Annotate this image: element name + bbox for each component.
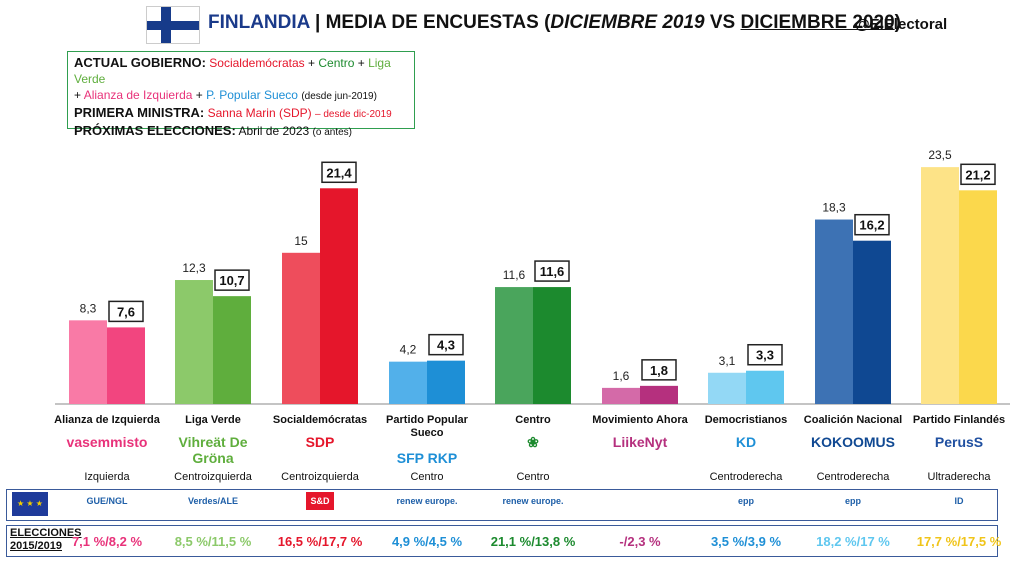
bar-2020-1 — [213, 296, 251, 404]
page-title: FINLANDIA | MEDIA DE ENCUESTAS (DICIEMBR… — [208, 12, 901, 33]
ideology-label-1: Centroizquierda — [174, 471, 252, 483]
author-handle: @ElElectoral — [855, 16, 948, 33]
bar-2019-4 — [495, 287, 533, 404]
label-2020-8: 21,2 — [965, 167, 990, 182]
label-box-2020-0 — [108, 300, 144, 323]
label-2019-2: 15 — [294, 234, 308, 248]
label-2020-4: 11,6 — [540, 264, 565, 279]
eu-group-8: ID — [954, 496, 964, 506]
party-logo-5: LiikeNyt — [612, 434, 668, 450]
election-result-8: 17,7 %/17,5 % — [916, 534, 1002, 549]
election-result-1: 8,5 %/11,5 % — [174, 534, 252, 549]
elections-label: ELECCIONES 2015/2019 — [10, 527, 82, 552]
label-2019-8: 23,5 — [928, 148, 952, 162]
bar-2019-1 — [175, 280, 213, 404]
label-2020-5: 1,8 — [650, 363, 668, 378]
eu-group-3: renew europe. — [396, 496, 458, 506]
ideology-label-7: Centroderecha — [816, 471, 890, 483]
bar-2019-6 — [708, 372, 746, 404]
government-info-box: ACTUAL GOBIERNO: Socialdemócratas + Cent… — [67, 51, 415, 138]
poll-bar-chart: 8,3 7,6 12,3 10,7 15 21,4 4,2 4,3 11,6 11,6 1,6 1,8… — [55, 148, 1010, 405]
eu-group-7: epp — [844, 496, 861, 506]
label-2020-1: 10,7 — [219, 273, 244, 288]
bar-2020-5 — [640, 385, 678, 404]
label-2019-6: 3,1 — [719, 354, 736, 368]
category-label-1: Liga Verde — [185, 414, 241, 426]
bar-2019-5 — [602, 387, 640, 404]
election-result-6: 3,5 %/3,9 % — [710, 534, 782, 549]
bar-2019-8 — [921, 167, 959, 404]
label-2019-4: 11,6 — [503, 268, 526, 282]
election-result-0: 7,1 %/8,2 % — [71, 534, 143, 549]
label-box-2020-6 — [747, 343, 783, 366]
ideology-label-8: Ultraderecha — [927, 471, 991, 483]
party-logo-4: ❀ — [527, 434, 539, 450]
election-result-4: 21,1 %/13,8 % — [490, 534, 576, 549]
category-label-5: Movimiento Ahora — [592, 414, 688, 426]
bar-2019-7 — [815, 219, 853, 404]
label-box-2020-5 — [641, 359, 677, 381]
category-label-6: Democristianos — [704, 414, 788, 426]
party-logo-3: SFP RKP — [396, 450, 458, 466]
label-box-2020-8 — [960, 163, 996, 186]
bar-2019-0 — [69, 320, 107, 404]
eu-group-4: renew europe. — [502, 496, 564, 506]
category-label-0: Alianza de Izquierda — [54, 414, 160, 426]
label-2020-7: 16,2 — [859, 218, 884, 233]
bar-2020-8 — [959, 190, 997, 404]
label-box-2020-1 — [214, 269, 250, 291]
eu-group-6: epp — [737, 496, 754, 506]
finland-flag-icon — [146, 6, 200, 44]
ideology-label-2: Centroizquierda — [281, 471, 359, 483]
label-box-2020-2 — [321, 161, 357, 184]
party-logo-0: vasemmisto — [66, 434, 148, 450]
bar-2020-4 — [533, 287, 571, 404]
ideology-label-6: Centroderecha — [709, 471, 783, 483]
eu-flag-icon: ★ ★ ★ — [12, 492, 48, 516]
bar-2020-7 — [853, 240, 891, 404]
ideology-label-0: Izquierda — [84, 471, 130, 483]
bar-2019-3 — [389, 361, 427, 404]
category-label-8: Partido Finlandés — [912, 414, 1006, 426]
category-label-7: Coalición Nacional — [803, 414, 903, 426]
category-label-2: Socialdemócratas — [272, 414, 368, 426]
election-result-7: 18,2 %/17 % — [816, 534, 890, 549]
eu-group-0: GUE/NGL — [86, 496, 128, 506]
label-2019-7: 18,3 — [822, 201, 846, 215]
label-box-2020-3 — [428, 333, 464, 356]
election-result-2: 16,5 %/17,7 % — [277, 534, 363, 549]
label-2019-1: 12,3 — [182, 261, 206, 275]
label-box-2020-4 — [534, 260, 570, 282]
ideology-label-3: Centro — [410, 471, 444, 483]
label-2020-6: 3,3 — [756, 348, 774, 363]
bar-2020-6 — [746, 370, 784, 404]
party-logo-8: PerusS — [934, 434, 984, 450]
party-logo-7: KOKOOMUS — [811, 434, 895, 450]
ideology-label-4: Centro — [516, 471, 550, 483]
label-2019-3: 4,2 — [400, 343, 417, 357]
category-label-3: Partido Popular Sueco — [386, 414, 468, 439]
label-box-2020-7 — [854, 213, 890, 236]
bar-2020-2 — [320, 188, 358, 404]
label-2020-0: 7,6 — [117, 304, 135, 319]
party-logo-1: Vihreät De Gröna — [178, 434, 248, 466]
party-logo-2: SDP — [305, 434, 335, 450]
eu-group-1: Verdes/ALE — [187, 496, 239, 506]
category-label-4: Centro — [515, 414, 551, 426]
label-2019-5: 1,6 — [613, 369, 630, 383]
bar-2020-3 — [427, 360, 465, 404]
party-logo-6: KD — [735, 434, 757, 450]
election-result-5: -/2,3 % — [619, 534, 661, 549]
label-2020-2: 21,4 — [326, 165, 352, 180]
election-result-3: 4,9 %/4,5 % — [391, 534, 463, 549]
label-2020-3: 4,3 — [437, 338, 455, 353]
bar-2019-2 — [282, 252, 320, 404]
label-2019-0: 8,3 — [80, 301, 97, 315]
bar-2020-0 — [107, 327, 145, 404]
elections-row — [6, 525, 998, 557]
eu-group-2: S&D — [306, 492, 334, 510]
eu-groups-row — [6, 489, 998, 521]
